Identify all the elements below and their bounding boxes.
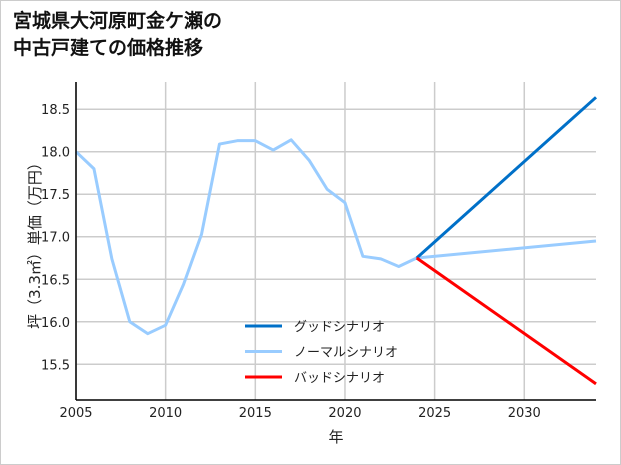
y-tick-label: 16.0 [41, 316, 70, 331]
x-axis-label: 年 [328, 428, 343, 446]
series-line-1 [74, 138, 597, 336]
x-tick-label: 2030 [508, 406, 541, 421]
y-tick-label: 17.5 [41, 188, 70, 203]
legend-label: ノーマルシナリオ [294, 346, 398, 361]
legend-label: グッドシナリオ [294, 320, 385, 335]
series-line-2 [415, 256, 597, 386]
title-line-1: 宮城県大河原町金ケ瀬の [13, 10, 223, 32]
title-line-2: 中古戸建ての価格推移 [13, 37, 204, 59]
x-tick-label: 2015 [239, 406, 272, 421]
y-tick-label: 17.0 [41, 231, 70, 246]
legend-label: バッドシナリオ [294, 371, 385, 386]
chart-title: 宮城県大河原町金ケ瀬の 中古戸建ての価格推移 [13, 8, 222, 62]
x-tick-label: 2025 [418, 406, 451, 421]
x-tick-label: 2020 [328, 406, 361, 421]
y-tick-label: 18.5 [41, 103, 70, 118]
y-tick-label: 18.0 [41, 146, 70, 161]
x-tick-label: 2010 [149, 406, 182, 421]
x-tick-label: 2005 [59, 406, 92, 421]
y-tick-label: 16.5 [41, 273, 70, 288]
y-axis-label: 坪（3.3㎡）単価（万円） [26, 155, 44, 329]
series-line-0 [415, 96, 598, 260]
y-tick-label: 15.5 [41, 358, 70, 373]
